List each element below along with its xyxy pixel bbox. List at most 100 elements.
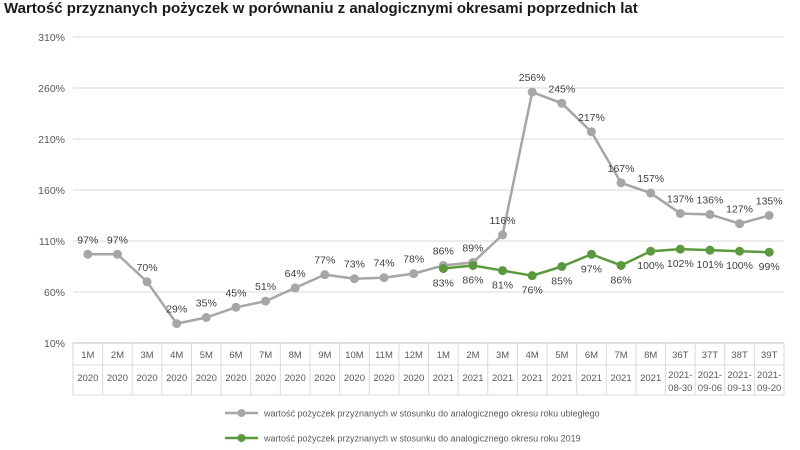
y-tick-label: 260% — [38, 83, 65, 95]
data-point-series-1 — [616, 178, 626, 188]
data-point-series-2 — [498, 266, 508, 276]
data-label-series-2: 97% — [581, 263, 602, 275]
data-point-series-2 — [735, 246, 745, 256]
y-tick-label: 210% — [38, 134, 65, 146]
x-tick-label: 10M — [345, 350, 364, 361]
x-tick-label: 4M — [170, 350, 183, 361]
x-tick-label: 9M — [318, 350, 331, 361]
x-tick-label: 5M — [555, 350, 568, 361]
x-tick-year-label: 2021 — [581, 373, 602, 384]
data-label-series-1: 29% — [166, 304, 187, 316]
x-tick-year-label: 2021 — [522, 373, 543, 384]
data-point-series-1 — [320, 270, 330, 280]
data-point-series-1 — [172, 319, 182, 329]
data-label-series-1: 35% — [196, 298, 217, 310]
x-tick-year-label: 2020 — [107, 373, 128, 384]
x-tick-year-label: 2020 — [314, 373, 335, 384]
data-label-series-2: 83% — [433, 278, 454, 290]
x-tick-label: 7M — [259, 350, 272, 361]
series-line-2 — [443, 247, 770, 277]
x-tick-year-label: 2020 — [166, 373, 187, 384]
x-tick-year-label: 2020 — [136, 373, 157, 384]
y-tick-label: 10% — [44, 338, 65, 350]
x-tick-label: 7M — [614, 350, 627, 361]
data-label-series-1: 45% — [225, 287, 246, 299]
data-point-series-1 — [705, 209, 715, 219]
data-point-series-1 — [349, 274, 359, 284]
x-tick-label: 4M — [526, 350, 539, 361]
x-tick-year-label: 2021 — [462, 373, 483, 384]
data-label-series-2: 81% — [492, 280, 513, 292]
data-label-series-1: 77% — [314, 255, 335, 267]
data-point-series-1 — [112, 249, 122, 259]
data-point-series-1 — [527, 87, 537, 97]
x-tick-label: 6M — [229, 350, 242, 361]
data-label-series-2: 86% — [611, 274, 632, 286]
data-label-series-1: 136% — [697, 194, 724, 206]
x-tick-year-label: 2021- — [698, 370, 722, 381]
x-tick-date-label: 08-30 — [668, 383, 692, 394]
data-point-series-2 — [527, 271, 537, 281]
data-label-series-1: 127% — [726, 204, 753, 216]
legend-marker-2 — [237, 434, 246, 442]
legend-label-2: wartość pożyczek przyznanych w stosunku … — [263, 434, 581, 444]
data-label-series-1: 245% — [548, 83, 575, 95]
chart-title: Wartość przyznanych pożyczek w porównani… — [4, 0, 638, 17]
x-tick-year-label: 2020 — [255, 373, 276, 384]
legend-marker-1 — [237, 409, 246, 417]
data-label-series-1: 217% — [578, 112, 605, 124]
data-label-series-1: 73% — [344, 259, 365, 271]
data-point-series-1 — [142, 277, 152, 287]
x-tick-year-label: 2021 — [640, 373, 661, 384]
x-tick-year-label: 2021- — [727, 370, 751, 381]
x-tick-label: 6M — [585, 350, 598, 361]
data-point-series-1 — [261, 296, 271, 306]
data-label-series-1: 135% — [756, 196, 783, 208]
x-tick-label: 1M — [437, 350, 450, 361]
x-tick-date-label: 09-20 — [757, 383, 781, 394]
x-tick-label: 36T — [672, 350, 689, 361]
data-point-series-1 — [735, 219, 745, 229]
data-point-series-1 — [764, 211, 774, 220]
x-tick-label: 5M — [200, 350, 213, 361]
x-tick-year-label: 2020 — [196, 373, 217, 384]
x-tick-year-label: 2021- — [757, 370, 781, 381]
data-label-series-1: 97% — [107, 234, 128, 246]
data-label-series-2: 76% — [522, 285, 543, 297]
data-point-series-1 — [379, 273, 389, 283]
data-point-series-1 — [498, 230, 508, 240]
data-label-series-1: 74% — [374, 258, 395, 270]
y-tick-label: 160% — [38, 185, 65, 197]
data-label-series-1: 78% — [403, 254, 424, 266]
data-label-series-1: 157% — [637, 173, 664, 185]
data-point-series-1 — [586, 127, 596, 137]
data-label-series-2: 86% — [462, 274, 483, 286]
x-tick-label: 8M — [289, 350, 302, 361]
x-tick-label: 1M — [81, 350, 94, 361]
data-label-series-1: 86% — [433, 245, 454, 257]
data-label-series-1: 51% — [255, 281, 276, 293]
data-point-series-1 — [201, 313, 211, 322]
data-label-series-2: 99% — [759, 261, 780, 273]
data-point-series-2 — [616, 260, 626, 270]
data-label-series-1: 70% — [137, 262, 158, 274]
data-label-series-1: 256% — [519, 72, 546, 84]
y-tick-label: 310% — [38, 32, 65, 44]
x-tick-year-label: 2020 — [77, 373, 98, 384]
data-point-series-2 — [764, 247, 774, 257]
data-point-series-2 — [705, 245, 715, 255]
data-label-series-1: 116% — [490, 215, 516, 227]
x-tick-label: 2M — [466, 350, 479, 361]
data-label-series-2: 101% — [697, 259, 724, 271]
x-tick-label: 37T — [702, 350, 719, 361]
data-label-series-2: 102% — [667, 258, 694, 270]
series-line-1 — [87, 90, 770, 325]
data-point-series-2 — [438, 264, 448, 274]
data-point-series-1 — [409, 269, 419, 279]
x-tick-year-label: 2021 — [492, 373, 513, 384]
x-tick-label: 2M — [111, 350, 124, 361]
x-tick-year-label: 2021 — [433, 373, 454, 384]
x-tick-year-label: 2020 — [344, 373, 365, 384]
data-label-series-2: 100% — [637, 260, 664, 272]
